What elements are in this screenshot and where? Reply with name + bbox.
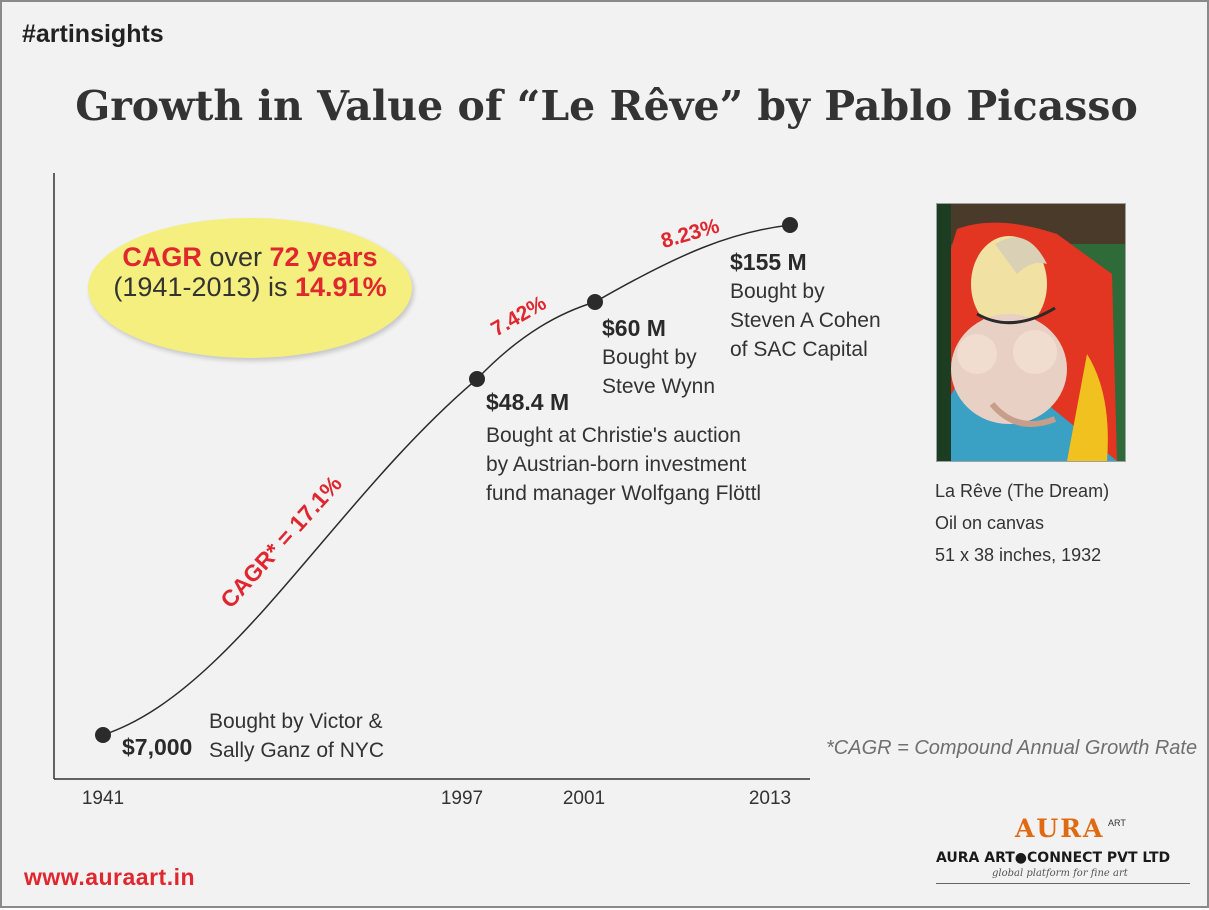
data-point-2013 xyxy=(782,217,798,233)
logo-divider xyxy=(936,883,1190,884)
annotation-1941-line2: Sally Ganz of NYC xyxy=(209,739,385,762)
company-tagline: global platform for fine art xyxy=(992,868,1128,879)
point-label-1941: $7,000 xyxy=(122,734,193,760)
x-tick-label-2001: 2001 xyxy=(563,788,605,809)
data-point-1941 xyxy=(95,727,111,743)
cagr-word: CAGR xyxy=(122,242,202,272)
painting-image xyxy=(936,203,1126,462)
annotation-1941: Bought by Victor & Sally Ganz of NYC xyxy=(209,707,384,765)
cagr-rate: 14.91% xyxy=(295,272,387,302)
aura-logo: AURA ART AURA ART●CONNECT PVT LTD global… xyxy=(932,814,1194,888)
cagr-over: over xyxy=(201,242,270,272)
point-label-2013: $155 M xyxy=(730,249,807,275)
segment-rate-label-2: 8.23% xyxy=(658,214,722,253)
cagr-callout-text: CAGR over 72 years (1941-2013) is 14.91% xyxy=(88,242,412,302)
point-label-2001: $60 M xyxy=(602,315,666,341)
x-tick-label-1997: 1997 xyxy=(441,788,483,809)
point-label-1997: $48.4 M xyxy=(486,389,570,415)
data-point-1997 xyxy=(469,371,485,387)
cagr-range: (1941-2013) is xyxy=(113,272,296,302)
segment-rate-label-1: 7.42% xyxy=(487,291,550,341)
company-name: AURA ART●CONNECT PVT LTD xyxy=(936,850,1171,866)
data-point-2001 xyxy=(587,294,603,310)
annotation-2013: Bought by Steven A Cohen of SAC Capital xyxy=(730,280,881,361)
website-link[interactable]: www.auraart.in xyxy=(24,864,196,890)
annotation-1941-line1: Bought by Victor & xyxy=(209,710,383,733)
annotation-2001: Bought by Steve Wynn xyxy=(602,346,716,398)
x-tick-label-1941: 1941 xyxy=(82,788,124,809)
cagr-footnote: *CAGR = Compound Annual Growth Rate xyxy=(826,737,1198,759)
x-tick-label-2013: 2013 xyxy=(749,788,791,809)
aura-wordmark: AURA xyxy=(1015,814,1105,843)
hashtag: #artinsights xyxy=(22,20,164,48)
le-reve-illustration xyxy=(937,204,1125,461)
chart-title: Growth in Value of “Le Rêve” by Pablo Pi… xyxy=(75,82,1138,130)
cagr-years: 72 years xyxy=(269,242,378,272)
painting-caption: La Rêve (The Dream) Oil on canvas 51 x 3… xyxy=(935,481,1110,565)
aura-superscript: ART xyxy=(1108,818,1126,828)
annotation-1997: Bought at Christie's auction by Austrian… xyxy=(486,424,762,505)
value-curve xyxy=(102,224,791,736)
cagr-callout-bubble xyxy=(88,218,412,358)
